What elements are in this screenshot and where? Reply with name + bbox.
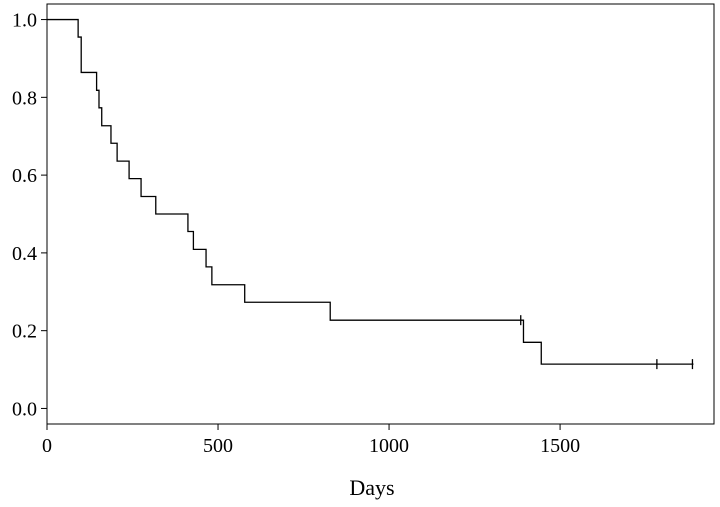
x-axis: 0 500 1000 1500 <box>42 424 580 457</box>
x-tick-label: 500 <box>203 435 233 457</box>
y-tick-label: 0.2 <box>12 321 37 343</box>
series-layer <box>47 18 694 370</box>
x-tick-label: 1500 <box>540 435 580 457</box>
y-tick-label: 0.4 <box>12 243 37 265</box>
y-tick-label: 0.0 <box>12 398 37 420</box>
y-axis: 0.0 0.2 0.4 0.6 0.8 1.0 <box>12 10 47 420</box>
x-tick-label: 0 <box>42 435 52 457</box>
y-tick-label: 1.0 <box>12 10 37 32</box>
survival-step-line <box>47 18 694 365</box>
x-axis-label: Days <box>349 475 394 500</box>
x-tick-label: 1000 <box>369 435 409 457</box>
y-tick-label: 0.6 <box>12 165 37 187</box>
y-tick-label: 0.8 <box>12 87 37 109</box>
plot-frame <box>46 3 715 425</box>
